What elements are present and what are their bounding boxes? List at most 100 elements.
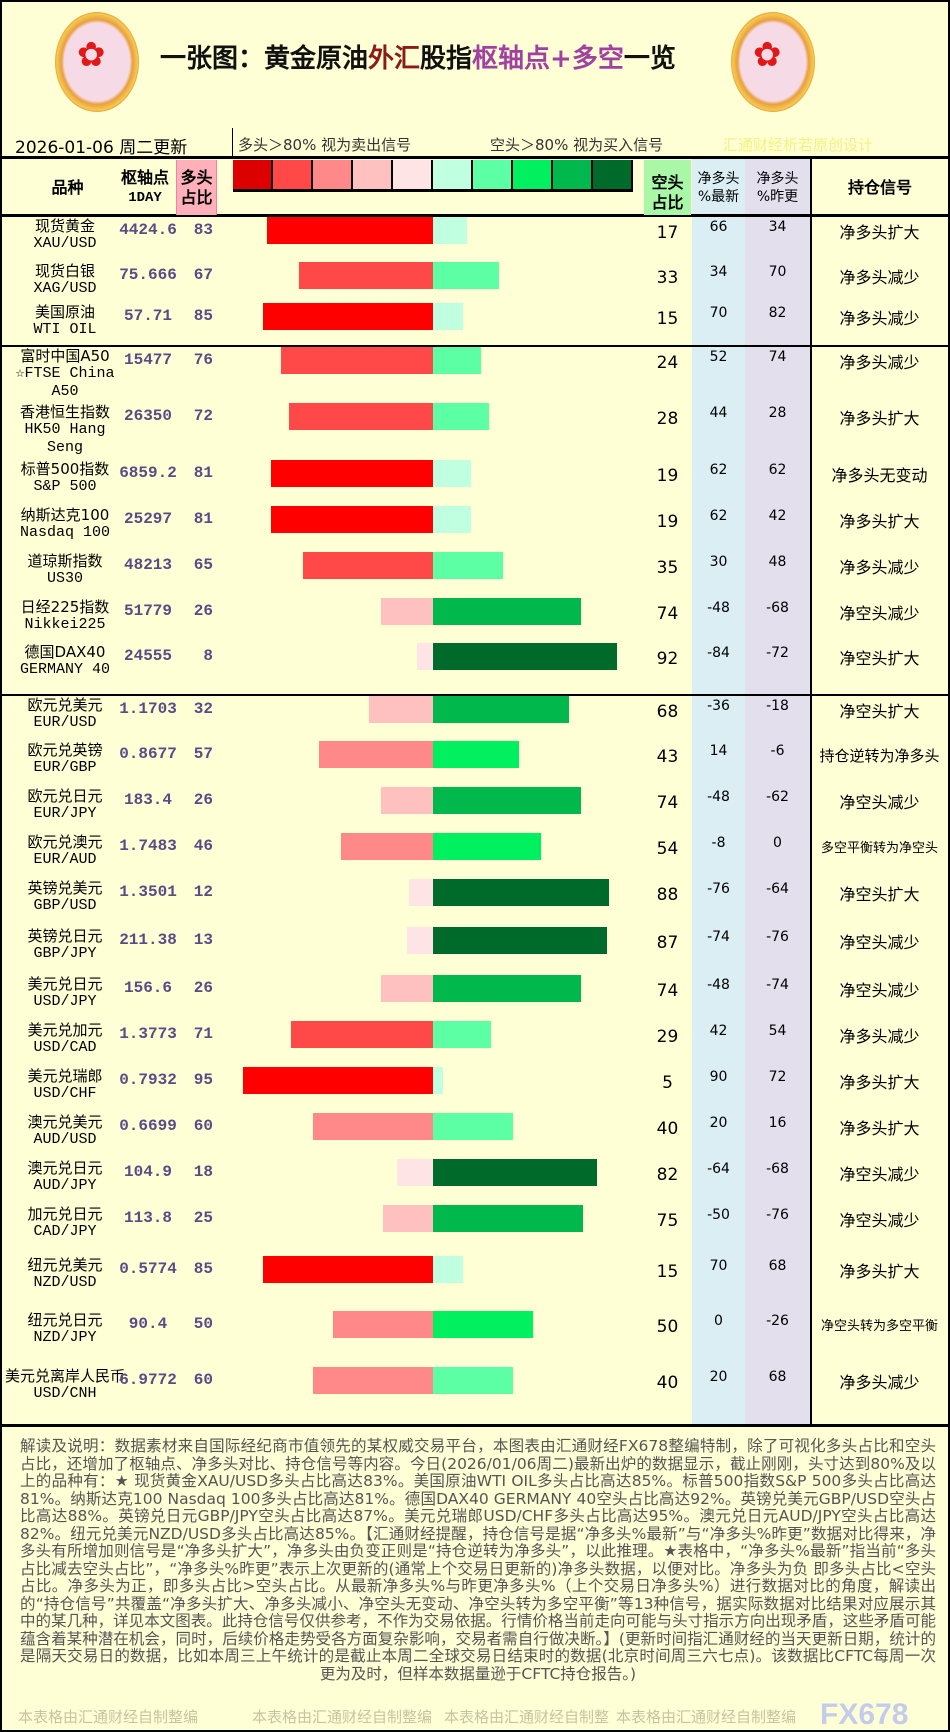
instrument-name: 纳斯达克100 Nasdaq 100: [5, 506, 125, 542]
long-bar: [381, 975, 433, 1002]
net-long-latest: -48: [707, 600, 730, 616]
legend-swatch: [433, 160, 473, 190]
instrument-name: 欧元兑美元 EUR/USD: [5, 696, 125, 732]
instrument-name-cn: 香港恒生指数: [19, 403, 110, 421]
short-bar: [433, 1113, 513, 1140]
position-signal: 净多头减少: [839, 1027, 920, 1046]
watermark: 本表格由汇通财经自制整编: [616, 1708, 797, 1726]
instrument-name-cn: 加元兑日元: [27, 1205, 103, 1223]
legend-swatch: [233, 160, 273, 190]
instrument-name-cn: 德国DAX40: [24, 643, 106, 661]
long-ratio: 32: [193, 700, 213, 718]
short-bar: [433, 1311, 533, 1338]
instrument-code: GERMANY 40: [19, 661, 110, 678]
instrument-name: 标普500指数 S&P 500: [5, 460, 125, 496]
instrument-name: 澳元兑美元 AUD/USD: [5, 1113, 125, 1149]
long-ratio: 72: [193, 407, 213, 425]
long-bar: [369, 696, 433, 723]
header-sublabel: 1DAY: [128, 189, 162, 206]
long-ratio: 26: [193, 791, 213, 809]
net-long-latest: -84: [707, 645, 730, 661]
net-long-latest: -76: [707, 881, 730, 897]
short-ratio: 54: [656, 839, 679, 859]
short-ratio: 92: [656, 649, 679, 669]
position-signal: 多空平衡转为净空头: [820, 841, 938, 856]
short-ratio: 29: [656, 1027, 679, 1047]
instrument-name-cn: 美元兑加元: [27, 1021, 103, 1039]
position-signal: 净空头减少: [839, 1211, 920, 1230]
instrument-code: GBP/JPY: [33, 945, 97, 962]
long-ratio: 18: [193, 1163, 213, 1181]
net-long-latest: 20: [709, 1369, 728, 1385]
header-sublabel: 占比: [180, 187, 213, 207]
pivot-value: 6859.2: [119, 464, 177, 482]
position-signal: 净多头扩大: [839, 1073, 920, 1092]
position-signal: 净多头减少: [839, 353, 920, 372]
position-signal: 净多头无变动: [831, 466, 928, 485]
instrument-name: 美元兑离岸人民币 USD/CNH: [5, 1367, 125, 1403]
position-signal: 净空头扩大: [839, 649, 920, 668]
instrument-name: 德国DAX40 GERMANY 40: [5, 643, 125, 679]
position-signal: 净空头转为多空平衡: [820, 1319, 938, 1334]
watermark: 本表格由汇通财经自制整编: [18, 1708, 199, 1726]
title-part: 股指: [420, 44, 473, 74]
pivot-value: 26350: [123, 407, 172, 425]
short-bar: [433, 1159, 597, 1186]
short-bar: [433, 975, 581, 1002]
rule: [0, 1424, 950, 1427]
legend-swatch: [393, 160, 433, 190]
header-sublabel: 占比: [651, 192, 684, 212]
instrument-name: 加元兑日元 CAD/JPY: [5, 1205, 125, 1241]
net-long-latest: -48: [707, 789, 730, 805]
long-ratio: 71: [193, 1025, 213, 1043]
rule: [0, 694, 950, 696]
short-bar: [433, 741, 519, 768]
short-ratio: 24: [656, 353, 679, 373]
title-part: 一览: [623, 44, 676, 74]
pivot-value: 156.6: [123, 979, 172, 997]
instrument-code: NZD/JPY: [33, 1329, 97, 1346]
short-bar: [433, 833, 541, 860]
position-signal: 净多头扩大: [839, 512, 920, 531]
flower-icon: ✿: [753, 35, 782, 75]
long-ratio: 26: [193, 602, 213, 620]
short-ratio: 68: [656, 702, 679, 722]
pivot-value: 0.6699: [119, 1117, 177, 1135]
long-ratio: 85: [193, 1260, 213, 1278]
long-bar: [303, 552, 433, 579]
long-ratio: 12: [193, 883, 213, 901]
header-label: 枢轴点: [120, 167, 169, 187]
short-bar: [433, 1205, 583, 1232]
long-bar: [417, 643, 433, 670]
position-signal: 净空头减少: [839, 933, 920, 952]
long-bar: [381, 598, 433, 625]
short-ratio: 75: [656, 1211, 679, 1231]
long-ratio: 8: [203, 647, 213, 665]
header-net-prior: 净多头 %昨更: [745, 160, 810, 215]
net-long-latest: 44: [709, 405, 728, 421]
long-bar: [319, 741, 433, 768]
instrument-code: USD/JPY: [33, 993, 97, 1010]
short-bar: [433, 879, 609, 906]
net-latest-column-bg: [692, 157, 745, 1425]
long-ratio: 81: [193, 464, 213, 482]
net-prior-column-bg: [745, 157, 810, 1425]
pivot-value: 75.666: [119, 266, 177, 284]
pivot-value: 104.9: [123, 1163, 172, 1181]
instrument-name: 道琼斯指数 US30: [5, 552, 125, 588]
short-bar: [433, 1367, 513, 1394]
net-long-prior: 72: [768, 1069, 787, 1085]
watermark: 本表格由汇通财经自制整: [444, 1708, 610, 1726]
page-title: 一张图：黄金原油外汇股指枢轴点+多空一览: [160, 38, 676, 75]
pivot-value: 25297: [123, 510, 172, 528]
net-long-latest: 20: [709, 1115, 728, 1131]
net-long-latest: 70: [709, 1258, 728, 1274]
pivot-value: 90.4: [128, 1315, 168, 1333]
instrument-code: ☆FTSE China A50: [15, 365, 115, 400]
pivot-value: 57.71: [123, 307, 172, 325]
pivot-value: 48213: [123, 556, 172, 574]
header-sublabel: %最新: [697, 188, 740, 205]
net-long-prior: -26: [766, 1313, 789, 1329]
instrument-name: 欧元兑澳元 EUR/AUD: [5, 833, 125, 869]
net-long-prior: 68: [768, 1258, 787, 1274]
